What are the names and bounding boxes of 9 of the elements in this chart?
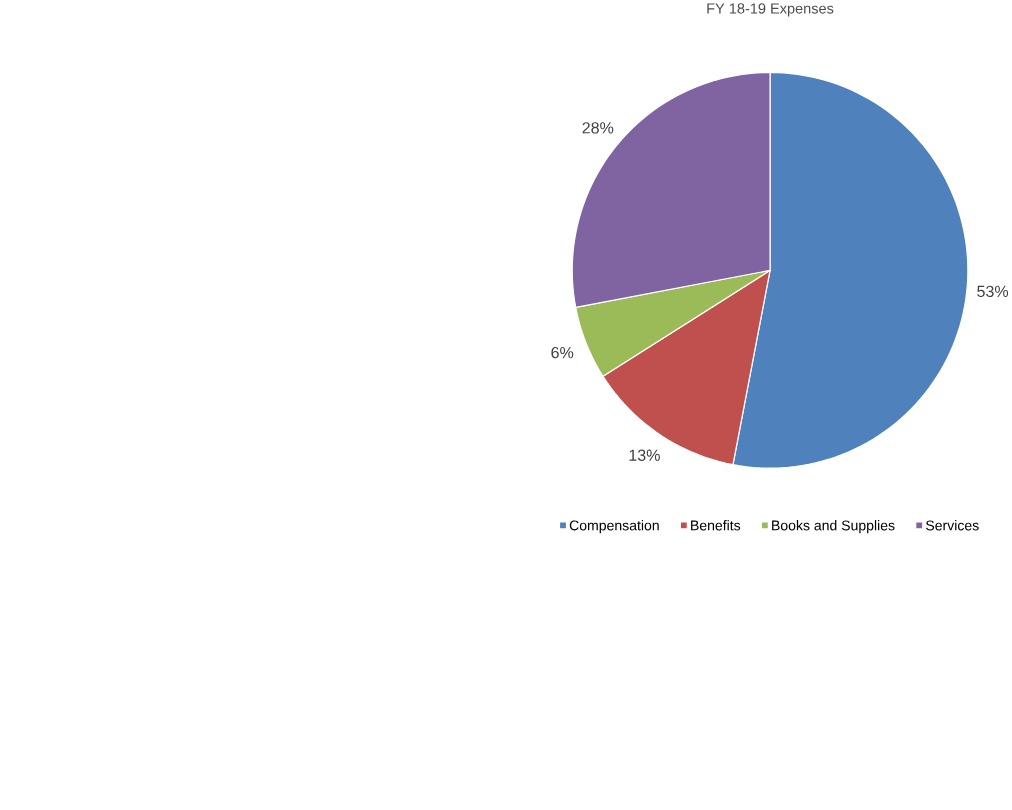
data-label: 13% <box>629 449 660 461</box>
legend-label: Benefits <box>691 519 741 531</box>
legend-label: Books and Supplies <box>772 519 895 533</box>
data-label: 28% <box>582 121 614 134</box>
data-label: 53% <box>977 285 1009 297</box>
legend-label: Compensation <box>569 519 659 533</box>
data-label: 6% <box>551 346 574 359</box>
legend-label: Services <box>926 519 979 531</box>
chart-title: FY 18-19 Expenses <box>707 3 834 17</box>
